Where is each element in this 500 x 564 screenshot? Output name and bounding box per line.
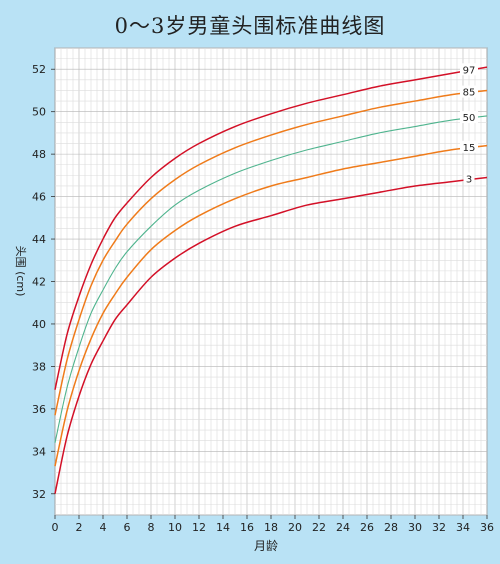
- x-tick-label: 2: [76, 521, 83, 534]
- x-tick-label: 16: [240, 521, 254, 534]
- series-label-bg: [460, 85, 478, 98]
- x-tick-label: 34: [456, 521, 470, 534]
- y-tick-label: 38: [32, 360, 46, 373]
- series-label-bg: [460, 140, 478, 153]
- x-axis-label: 月龄: [254, 539, 278, 553]
- x-tick-label: 32: [432, 521, 446, 534]
- y-tick-label: 36: [32, 403, 46, 416]
- y-tick-label: 42: [32, 276, 46, 289]
- x-tick-label: 22: [312, 521, 326, 534]
- series-label-bg: [460, 63, 478, 76]
- y-axis-label: 头围 (cm): [14, 246, 27, 297]
- series-label-p3: 3: [466, 175, 472, 186]
- y-tick-label: 46: [32, 191, 46, 204]
- x-tick-label: 26: [360, 521, 374, 534]
- chart-title: 0～3岁男童头围标准曲线图: [114, 14, 386, 38]
- x-tick-label: 20: [288, 521, 302, 534]
- y-tick-label: 32: [32, 488, 46, 501]
- series-line-p97: [54, 66, 488, 390]
- y-tick-label: 52: [32, 63, 46, 76]
- x-tick-label: 6: [124, 521, 131, 534]
- series-label-p15: 15: [463, 143, 476, 154]
- x-tick-label: 30: [408, 521, 422, 534]
- series-line-p85: [54, 89, 488, 416]
- grid-layer: [54, 47, 488, 516]
- x-tick-label: 8: [148, 521, 155, 534]
- label-layer: 0 2 4 6 8 10 12 14 16 18 20 22 24 26 28 30 32 34 363234363…: [32, 63, 494, 534]
- series-label-p50: 50: [463, 113, 476, 124]
- series-line-p15: [54, 144, 488, 467]
- y-tick-label: 48: [32, 148, 46, 161]
- x-tick-label: 36: [480, 521, 494, 534]
- series-label-bg: [460, 111, 478, 124]
- x-tick-label: 4: [100, 521, 107, 534]
- series-label-bg: [463, 172, 475, 185]
- x-tick-label: 14: [216, 521, 230, 534]
- x-tick-label: 24: [336, 521, 350, 534]
- series-label-p97: 97: [463, 65, 476, 76]
- y-tick-label: 50: [32, 106, 46, 119]
- series-line-p50: [54, 115, 488, 443]
- x-tick-label: 12: [192, 521, 206, 534]
- x-tick-label: 0: [52, 521, 59, 534]
- x-tick-label: 10: [168, 521, 182, 534]
- series-label-p85: 85: [463, 88, 476, 99]
- x-tick-label: 18: [264, 521, 278, 534]
- x-tick-label: 28: [384, 521, 398, 534]
- y-tick-label: 44: [32, 233, 46, 246]
- series-line-p3: [54, 176, 488, 494]
- series-layer: 97 85 50 15 3: [54, 63, 488, 494]
- y-tick-label: 34: [32, 445, 46, 458]
- y-tick-label: 40: [32, 318, 46, 331]
